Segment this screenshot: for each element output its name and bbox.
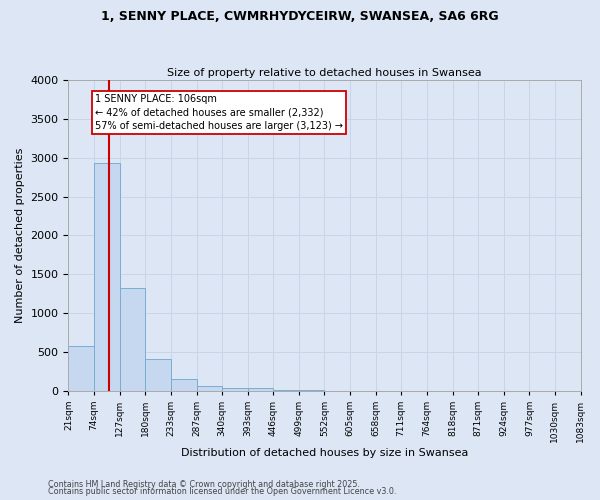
Bar bbox=[170, 379, 197, 391]
Bar bbox=[222, 388, 248, 391]
Text: Contains public sector information licensed under the Open Government Licence v3: Contains public sector information licen… bbox=[48, 488, 397, 496]
Title: Size of property relative to detached houses in Swansea: Size of property relative to detached ho… bbox=[167, 68, 482, 78]
Bar bbox=[119, 288, 145, 391]
Bar bbox=[145, 359, 170, 391]
Bar bbox=[197, 386, 222, 391]
Bar bbox=[94, 164, 119, 391]
Y-axis label: Number of detached properties: Number of detached properties bbox=[15, 148, 25, 323]
Bar bbox=[248, 388, 274, 391]
Text: Contains HM Land Registry data © Crown copyright and database right 2025.: Contains HM Land Registry data © Crown c… bbox=[48, 480, 360, 489]
Bar bbox=[274, 390, 299, 391]
Text: 1 SENNY PLACE: 106sqm
← 42% of detached houses are smaller (2,332)
57% of semi-d: 1 SENNY PLACE: 106sqm ← 42% of detached … bbox=[95, 94, 343, 130]
Bar bbox=[68, 346, 94, 391]
Text: 1, SENNY PLACE, CWMRHYDYCEIRW, SWANSEA, SA6 6RG: 1, SENNY PLACE, CWMRHYDYCEIRW, SWANSEA, … bbox=[101, 10, 499, 23]
X-axis label: Distribution of detached houses by size in Swansea: Distribution of detached houses by size … bbox=[181, 448, 468, 458]
